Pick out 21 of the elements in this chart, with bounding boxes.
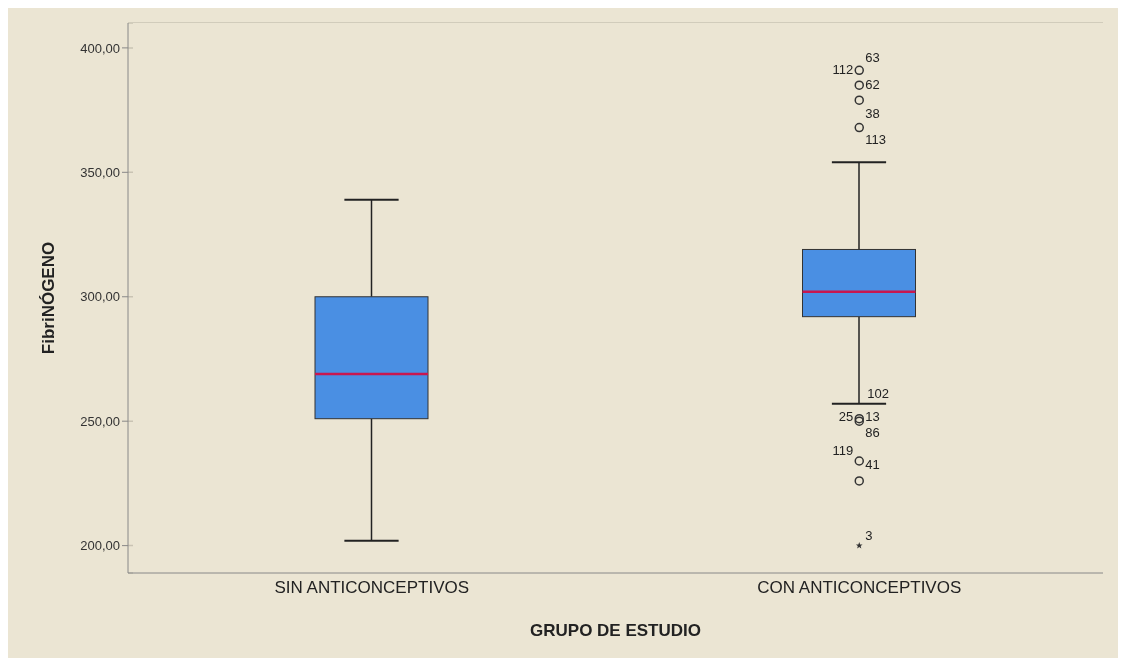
x-tick-label: SIN ANTICONCEPTIVOS: [274, 578, 470, 598]
annotation: 3: [865, 527, 873, 543]
y-tick-label: 350,00: [80, 164, 120, 180]
annotation: 25: [838, 408, 854, 424]
y-tick-label: 300,00: [80, 289, 120, 305]
annotation: 13: [865, 408, 880, 424]
y-axis-title: FibriNÓGENO: [39, 241, 59, 355]
x-tick-label: CON ANTICONCEPTIVOS: [757, 578, 962, 598]
y-tick-label: 400,00: [80, 40, 120, 56]
y-tick-label: 200,00: [80, 538, 120, 554]
annotation: 62: [865, 77, 880, 93]
annotation: 38: [865, 105, 880, 121]
annotation: 119: [832, 443, 854, 459]
x-axis-title: GRUPO DE ESTUDIO: [530, 621, 701, 640]
annotation: 63: [865, 50, 880, 66]
annotation: 113: [865, 131, 886, 147]
annotation: 86: [865, 425, 880, 441]
annotation: 41: [865, 457, 880, 473]
annotation: 102: [867, 385, 889, 401]
y-tick-label: 250,00: [80, 413, 120, 429]
annotation: 112: [832, 62, 854, 78]
